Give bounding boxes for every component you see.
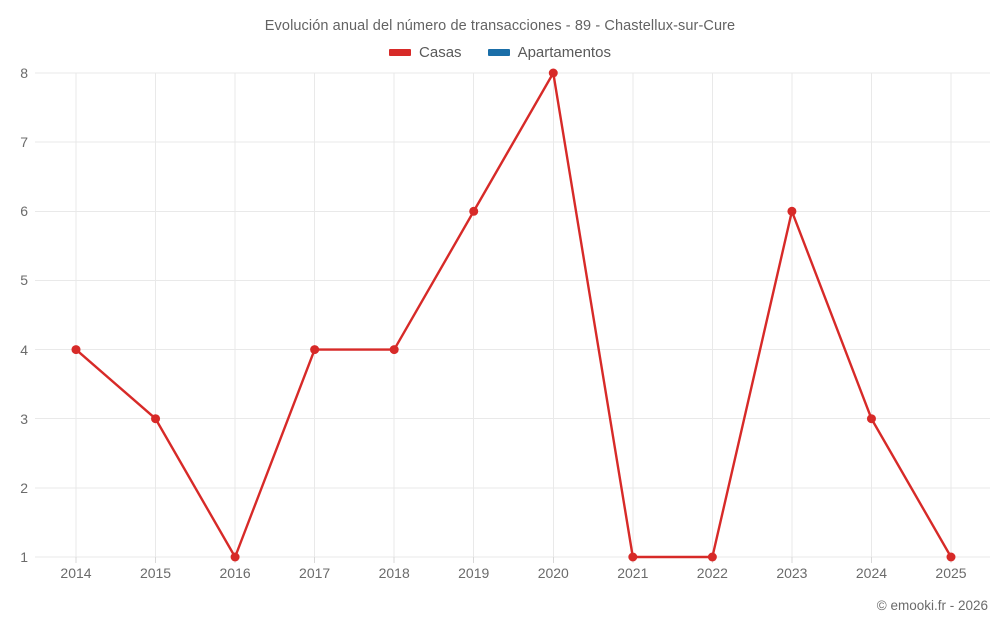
grid-lines xyxy=(35,72,990,563)
plot-svg xyxy=(35,68,990,563)
data-point-marker[interactable] xyxy=(946,552,956,562)
x-axis-tick-label: 2014 xyxy=(60,565,92,581)
legend-swatch-icon-casas xyxy=(389,49,412,56)
data-point-marker[interactable] xyxy=(230,552,240,562)
data-point-marker[interactable] xyxy=(707,552,717,562)
data-point-marker[interactable] xyxy=(71,345,81,355)
x-axis-tick-label: 2023 xyxy=(776,565,808,581)
x-axis-tick-label: 2017 xyxy=(299,565,331,581)
x-axis-tick-label: 2022 xyxy=(696,565,728,581)
data-point-marker[interactable] xyxy=(389,345,399,355)
data-point-marker[interactable] xyxy=(548,68,558,78)
y-axis-tick-label: 5 xyxy=(20,272,28,289)
series-markers xyxy=(71,68,956,562)
x-axis-tick-label: 2021 xyxy=(617,565,649,581)
footer-credit: © emooki.fr - 2026 xyxy=(876,598,988,613)
y-axis-tick-label: 7 xyxy=(20,134,28,151)
series-lines xyxy=(74,71,953,559)
x-axis-tick-label: 2018 xyxy=(378,565,410,581)
plot-area xyxy=(35,68,990,563)
legend-item-casas[interactable]: Casas xyxy=(389,44,462,61)
y-axis-tick-label: 3 xyxy=(20,410,28,427)
y-axis-tick-label: 1 xyxy=(20,549,28,565)
x-axis-tick-label: 2025 xyxy=(935,565,967,581)
data-point-marker[interactable] xyxy=(866,414,876,424)
y-axis-tick-label: 4 xyxy=(20,341,28,358)
legend-swatch-icon-apartamentos xyxy=(487,49,510,56)
x-axis-tick-label: 2016 xyxy=(219,565,251,581)
legend-item-apartamentos[interactable]: Apartamentos xyxy=(487,44,611,61)
chart-title: Evolución anual del número de transaccio… xyxy=(264,18,736,34)
y-axis: 1 2 3 4 5 6 7 8 xyxy=(0,66,28,564)
data-point-marker[interactable] xyxy=(628,552,638,562)
data-point-marker[interactable] xyxy=(469,206,479,216)
data-point-marker[interactable] xyxy=(787,206,797,216)
legend-label-apartamentos: Apartamentos xyxy=(517,44,611,61)
legend-label-casas: Casas xyxy=(419,44,462,61)
data-point-marker[interactable] xyxy=(151,414,161,424)
x-axis: 2014 2015 2016 2017 2018 2019 2020 2021 2022 2023… xyxy=(0,566,1000,590)
x-axis-tick-label: 2024 xyxy=(855,565,888,581)
x-axis-tick-label: 2019 xyxy=(458,565,490,581)
series-line xyxy=(74,71,953,559)
data-point-marker[interactable] xyxy=(310,345,320,355)
x-axis-tick-label: 2015 xyxy=(139,565,172,581)
y-axis-tick-label: 2 xyxy=(20,479,28,496)
y-axis-tick-label: 8 xyxy=(20,65,28,81)
y-axis-tick-label: 6 xyxy=(20,203,28,220)
chart-legend: Casas Apartamentos xyxy=(0,44,1000,61)
x-axis-tick-label: 2020 xyxy=(537,565,569,581)
